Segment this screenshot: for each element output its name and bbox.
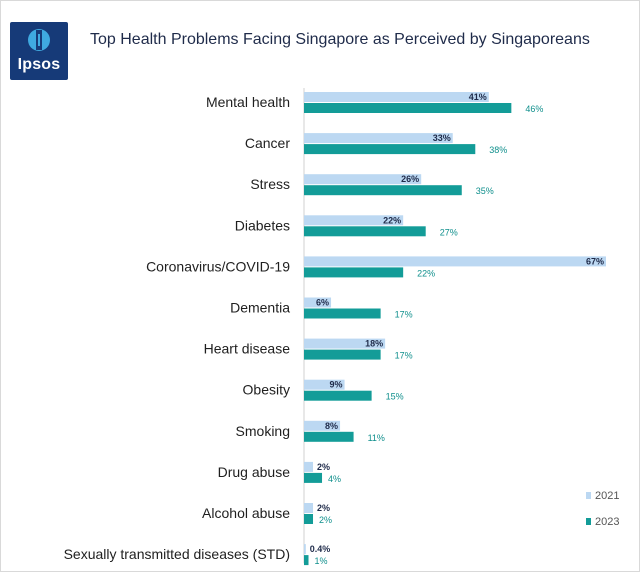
data-label-2023: 17% [395, 351, 413, 361]
ipsos-logo-icon [28, 29, 50, 51]
data-label-2023: 1% [315, 556, 328, 566]
logo-text: Ipsos [17, 56, 61, 73]
bar-2021 [304, 174, 422, 185]
chart-title: Top Health Problems Facing Singapore as … [90, 31, 590, 48]
category-label: Stress [250, 176, 290, 192]
data-label-2021: 41% [469, 92, 487, 102]
bar-2021 [304, 92, 489, 102]
data-label-2021: 33% [433, 133, 451, 143]
data-label-2023: 35% [476, 186, 494, 196]
legend-swatch-2021 [586, 492, 591, 499]
data-label-2023: 38% [489, 145, 507, 155]
bar-2021 [304, 133, 453, 144]
bar-2023 [304, 267, 404, 278]
legend-label-2023: 2023 [595, 516, 619, 528]
category-label: Heart disease [204, 341, 291, 357]
legend-label-2021: 2021 [595, 490, 619, 502]
category-label: Cancer [245, 135, 290, 151]
bar-2023 [304, 555, 309, 566]
bar-2023 [304, 103, 512, 113]
category-label: Obesity [243, 382, 290, 398]
category-label: Mental health [206, 94, 290, 110]
bar-2021 [304, 544, 306, 555]
data-label-2023: 4% [328, 474, 341, 484]
data-label-2021: 6% [316, 298, 329, 308]
category-label: Diabetes [235, 217, 290, 233]
bar-2023 [304, 144, 476, 155]
data-label-2021: 67% [586, 256, 604, 266]
data-label-2021: 9% [330, 380, 343, 390]
bar-2023 [304, 308, 381, 319]
bar-2023 [304, 431, 354, 442]
bar-2021 [304, 503, 314, 513]
data-label-2021: 26% [401, 174, 419, 184]
data-label-2021: 22% [383, 215, 401, 225]
bar-2023 [304, 226, 426, 237]
data-label-2021: 2% [317, 462, 330, 472]
category-label: Drug abuse [218, 464, 291, 480]
data-label-2021: 2% [317, 503, 330, 513]
data-label-2023: 2% [319, 515, 332, 525]
data-label-2021: 0.4% [310, 544, 331, 554]
bar-2021 [304, 256, 606, 267]
bar-2023 [304, 472, 323, 483]
data-label-2023: 22% [417, 268, 435, 278]
category-label: Smoking [236, 423, 290, 439]
category-label: Coronavirus/COVID-19 [146, 258, 290, 274]
category-label: Alcohol abuse [202, 505, 290, 521]
data-label-2023: 17% [395, 310, 413, 320]
bar-2023 [304, 514, 314, 524]
bar-2023 [304, 185, 462, 196]
bar-2021 [304, 461, 314, 472]
data-label-2023: 46% [525, 104, 543, 114]
bar-2021 [304, 215, 404, 226]
bar-2023 [304, 390, 372, 401]
bar-2021 [304, 338, 386, 349]
data-label-2023: 11% [368, 433, 385, 443]
bar-2021 [304, 420, 341, 431]
legend-swatch-2023 [586, 518, 591, 525]
bar-2021 [304, 379, 345, 390]
ipsos-logo: Ipsos [10, 22, 68, 80]
category-label: Dementia [230, 300, 290, 316]
data-label-2021: 18% [365, 339, 383, 349]
data-label-2023: 15% [386, 392, 404, 402]
data-label-2021: 8% [325, 421, 338, 431]
bar-2023 [304, 349, 381, 360]
category-label: Sexually transmitted diseases (STD) [64, 546, 290, 562]
data-label-2023: 27% [440, 227, 458, 237]
bar-2021 [304, 297, 332, 308]
